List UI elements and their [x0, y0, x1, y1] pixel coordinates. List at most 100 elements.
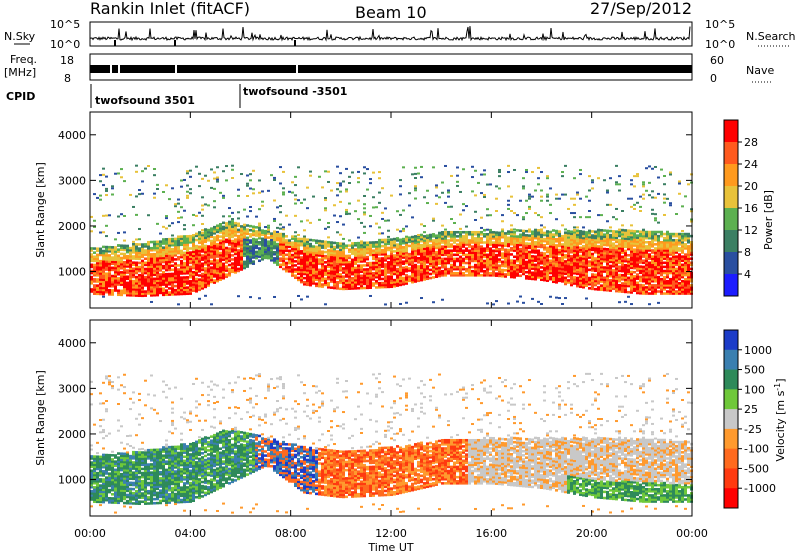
heat-cell	[573, 245, 576, 248]
heat-cell	[162, 281, 165, 284]
heat-cell	[282, 236, 285, 240]
heat-cell	[99, 180, 102, 183]
heat-cell	[381, 187, 384, 190]
heat-cell	[483, 173, 486, 176]
heat-cell	[357, 266, 360, 270]
heat-cell	[90, 253, 93, 256]
heat-cell	[606, 203, 609, 206]
heat-cell	[132, 263, 135, 266]
heat-cell	[150, 285, 153, 289]
heat-cell	[471, 274, 474, 277]
heat-cell	[264, 248, 267, 251]
heat-cell	[654, 255, 657, 258]
heat-cell	[507, 254, 510, 258]
heat-cell	[279, 253, 282, 256]
heat-cell	[183, 276, 186, 279]
heat-cell	[171, 272, 174, 276]
heat-cell	[597, 245, 600, 248]
heat-cell	[642, 236, 645, 240]
heat-cell	[519, 229, 522, 232]
heat-cell	[645, 273, 648, 277]
heat-cell	[225, 224, 228, 227]
heat-cell	[633, 270, 636, 274]
heat-cell	[411, 250, 414, 253]
heat-cell	[207, 179, 210, 182]
heat-cell	[468, 230, 471, 234]
heat-cell	[522, 250, 525, 253]
heat-cell	[219, 257, 222, 261]
heat-cell	[174, 243, 177, 247]
heat-cell	[117, 258, 120, 262]
heat-cell	[366, 168, 369, 171]
heat-cell	[102, 268, 105, 271]
heat-cell	[582, 271, 585, 275]
heat-cell	[567, 231, 570, 235]
heat-cell	[195, 244, 198, 248]
heat-cell	[351, 244, 354, 247]
heat-cell	[174, 288, 177, 292]
heat-cell	[276, 251, 279, 254]
heat-cell	[519, 266, 522, 269]
heat-cell	[573, 197, 576, 200]
heat-cell	[651, 261, 654, 265]
heat-cell	[276, 255, 279, 258]
heat-cell	[294, 235, 297, 238]
heat-cell	[633, 275, 636, 278]
heat-cell	[582, 265, 585, 268]
heat-cell	[600, 288, 603, 292]
heat-cell	[432, 253, 435, 257]
heat-cell	[441, 191, 444, 194]
heat-cell	[510, 269, 513, 273]
heat-cell	[348, 270, 351, 274]
heat-cell	[93, 280, 96, 283]
heat-cell	[213, 273, 216, 276]
heat-cell	[570, 271, 573, 275]
heat-cell	[453, 247, 456, 250]
heat-cell	[612, 242, 615, 245]
heat-cell	[198, 211, 201, 214]
heat-cell	[273, 238, 276, 242]
heat-cell	[357, 258, 360, 261]
heat-cell	[261, 243, 264, 247]
heat-cell	[231, 218, 234, 221]
heat-cell	[240, 241, 243, 245]
heat-cell	[447, 245, 450, 248]
heat-cell	[330, 278, 333, 281]
heat-cell	[396, 243, 399, 246]
heat-cell	[294, 274, 297, 277]
heat-cell	[252, 192, 255, 195]
heat-cell	[156, 269, 159, 272]
heat-cell	[483, 263, 486, 267]
heat-cell	[522, 231, 525, 235]
heat-cell	[165, 184, 168, 187]
heat-cell	[597, 232, 600, 236]
heat-cell	[510, 253, 513, 256]
heat-cell	[399, 261, 402, 264]
heat-cell	[297, 260, 300, 263]
heat-cell	[522, 246, 525, 249]
heat-cell	[546, 242, 549, 246]
heat-cell	[585, 261, 588, 265]
heat-cell	[660, 230, 663, 234]
heat-cell	[579, 240, 582, 243]
heat-cell	[420, 278, 423, 282]
heat-cell	[552, 251, 555, 255]
heat-cell	[306, 262, 309, 266]
heat-cell	[432, 272, 435, 275]
heat-cell	[441, 224, 444, 227]
heat-cell	[150, 240, 153, 244]
heat-cell	[408, 256, 411, 260]
heat-cell	[621, 290, 624, 293]
heat-cell	[618, 247, 621, 250]
heat-cell	[606, 229, 609, 233]
heat-cell	[396, 263, 399, 267]
heat-cell	[561, 251, 564, 254]
heat-cell	[315, 251, 318, 255]
heat-cell	[165, 293, 168, 296]
heat-cell	[228, 274, 231, 277]
heat-cell	[210, 274, 213, 278]
heat-cell	[177, 288, 180, 292]
heat-cell	[600, 251, 603, 255]
heat-cell	[225, 226, 228, 229]
heat-cell	[237, 295, 240, 298]
